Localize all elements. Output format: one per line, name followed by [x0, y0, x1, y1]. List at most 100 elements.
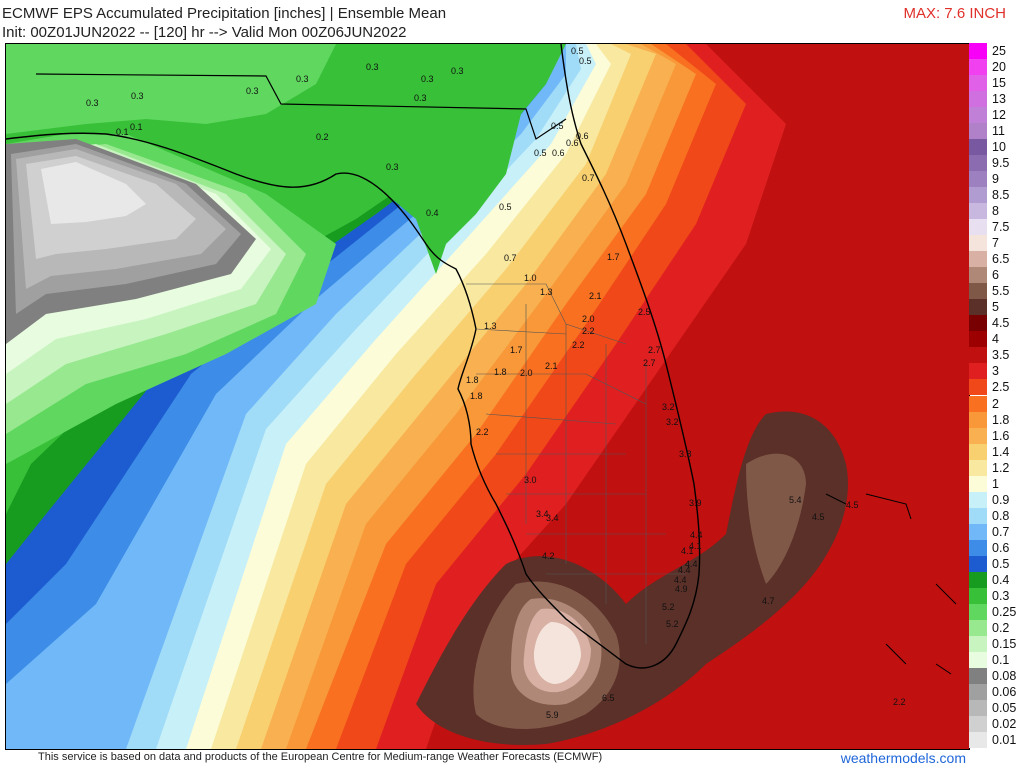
point-value: 4.5 [846, 500, 859, 510]
legend-label: 6.5 [992, 252, 1010, 267]
point-value: 0.6 [566, 138, 579, 148]
legend-swatch [969, 699, 987, 716]
legend-swatch [969, 507, 987, 524]
legend-swatch [969, 331, 987, 348]
point-value: 0.5 [499, 202, 512, 212]
legend-swatch [969, 491, 987, 508]
legend-swatch [969, 395, 987, 412]
point-values: 0.3 0.3 0.3 0.3 0.3 0.3 0.3 0.3 0.1 0.1 … [86, 46, 906, 720]
legend-entry: 0.08 [969, 667, 1024, 684]
legend-label: 9.5 [992, 156, 1010, 171]
point-value: 1.7 [607, 252, 620, 262]
point-value: 4.1 [689, 541, 702, 551]
point-value: 4.4 [685, 559, 698, 569]
legend-swatch [969, 43, 987, 60]
point-value: 4.4 [678, 565, 691, 575]
legend-label: 1.4 [992, 444, 1010, 459]
title-line-1: ECMWF EPS Accumulated Precipitation [inc… [2, 5, 447, 22]
legend-label: 2.5 [992, 380, 1010, 395]
point-value: 0.7 [582, 173, 595, 183]
legend-swatch [969, 539, 987, 556]
legend-entry: 0.9 [969, 491, 1024, 508]
legend-label: 9 [992, 172, 999, 187]
point-value: 2.1 [589, 291, 602, 301]
legend-swatch [969, 411, 987, 428]
legend-entry: 0.3 [969, 587, 1024, 604]
legend-swatch [969, 651, 987, 668]
legend-label: 0.3 [992, 588, 1010, 603]
legend-entry: 3 [969, 363, 1024, 380]
legend-label: 7 [992, 236, 999, 251]
band-0-01in [41, 162, 146, 224]
legend-label: 4.5 [992, 316, 1010, 331]
legend-entry: 10 [969, 139, 1024, 156]
legend-swatch [969, 571, 987, 588]
ecmwf-credit: This service is based on data and produc… [38, 751, 603, 763]
legend-swatch [969, 475, 987, 492]
point-value: 2.2 [893, 697, 906, 707]
legend-label: 0.4 [992, 572, 1010, 587]
point-value: 5.2 [666, 619, 679, 629]
point-value: 1.8 [494, 367, 507, 377]
point-value: 3.8 [679, 449, 692, 459]
legend-swatch [969, 363, 987, 380]
brand-link[interactable]: weathermodels.com [840, 750, 966, 766]
legend-entry: 6.5 [969, 251, 1024, 268]
legend-entry: 2 [969, 395, 1024, 412]
legend-label: 0.6 [992, 540, 1010, 555]
legend-entry: 5.5 [969, 283, 1024, 300]
point-value: 0.3 [414, 93, 427, 103]
legend-swatch [969, 347, 987, 364]
point-value: 2.2 [572, 340, 585, 350]
legend-swatch [969, 667, 987, 684]
legend-swatch [969, 139, 987, 156]
legend-entry: 1.6 [969, 427, 1024, 444]
legend-entry: 0.7 [969, 523, 1024, 540]
legend-swatch [969, 379, 987, 396]
point-value: 0.3 [366, 62, 379, 72]
legend-swatch [969, 427, 987, 444]
legend-label: 0.01 [992, 732, 1017, 747]
legend-entry: 20 [969, 59, 1024, 76]
legend-swatch [969, 235, 987, 252]
legend-swatch [969, 315, 987, 332]
legend-label: 4 [992, 332, 999, 347]
point-value: 0.3 [296, 74, 309, 84]
point-value: 0.4 [426, 208, 439, 218]
point-value: 5.2 [662, 602, 675, 612]
point-value: 1.3 [484, 321, 497, 331]
legend-swatch [969, 59, 987, 76]
legend-label: 0.15 [992, 636, 1017, 651]
legend-swatch [969, 171, 987, 188]
point-value: 1.7 [510, 345, 523, 355]
legend-label: 3 [992, 364, 999, 379]
legend-swatch [969, 267, 987, 284]
county-lines [466, 283, 686, 644]
legend-label: 6 [992, 268, 999, 283]
bahamas-outline [825, 493, 957, 675]
point-value: 3.9 [689, 498, 702, 508]
legend-entry: 0.1 [969, 651, 1024, 668]
legend-label: 0.05 [992, 700, 1017, 715]
legend-swatch [969, 619, 987, 636]
point-value: 4.7 [762, 596, 775, 606]
legend-entry: 0.15 [969, 635, 1024, 652]
legend-entry: 25 [969, 43, 1024, 60]
max-precip-label: MAX: 7.6 INCH [903, 5, 1006, 22]
legend-label: 0.7 [992, 524, 1010, 539]
legend-swatch [969, 731, 987, 748]
point-value: 0.5 [551, 121, 564, 131]
legend-swatch [969, 251, 987, 268]
legend-label: 5 [992, 300, 999, 315]
legend-entry: 0.5 [969, 555, 1024, 572]
legend-label: 0.5 [992, 556, 1010, 571]
legend-label: 12 [992, 108, 1006, 123]
legend-entry: 3.5 [969, 347, 1024, 364]
point-value: 0.7 [504, 253, 517, 263]
legend-swatch [969, 283, 987, 300]
legend-label: 0.1 [992, 652, 1010, 667]
legend-label: 2 [992, 396, 999, 411]
point-value: 0.3 [246, 86, 259, 96]
legend-label: 13 [992, 92, 1006, 107]
legend-entry: 0.25 [969, 603, 1024, 620]
